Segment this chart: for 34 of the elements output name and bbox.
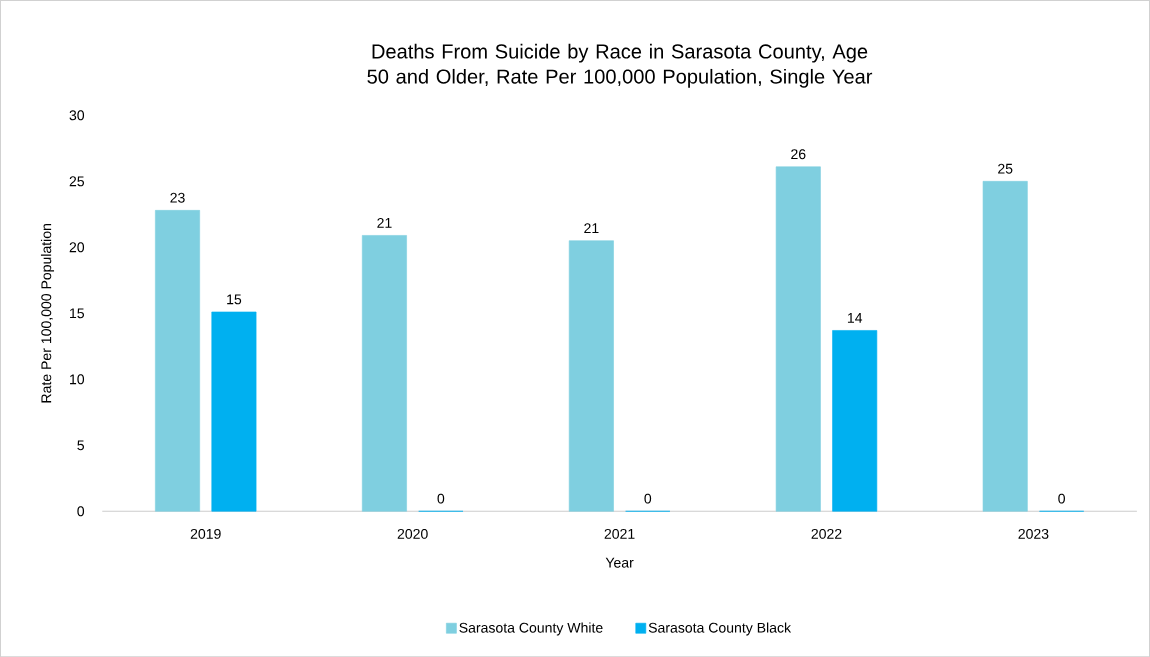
data-label: 0 bbox=[1058, 493, 1065, 504]
data-label: 21 bbox=[584, 223, 599, 233]
data-label: 0 bbox=[644, 493, 652, 504]
x-tick-label: 2023 bbox=[1018, 528, 1049, 539]
y-tick-label: 5 bbox=[77, 440, 85, 451]
bar bbox=[211, 311, 257, 512]
bar bbox=[832, 329, 878, 512]
x-tick-label: 2020 bbox=[397, 528, 428, 539]
y-tick-label: 10 bbox=[70, 374, 85, 385]
data-label: 15 bbox=[227, 294, 242, 305]
data-label: 23 bbox=[170, 192, 185, 203]
x-tick-label: 2021 bbox=[604, 528, 635, 539]
bar bbox=[982, 180, 1028, 512]
chart-title: Deaths From Suicide by Race in Sarasota County, Age 50 and Older, Rate Per 100,000 Population, Single Year bbox=[367, 43, 873, 88]
y-axis-title: Rate Per 100,000 Population bbox=[40, 223, 55, 403]
y-tick-label: 15 bbox=[70, 308, 85, 319]
data-label: 0 bbox=[437, 493, 445, 504]
y-tick-label: 0 bbox=[77, 506, 85, 517]
y-tick-label: 30 bbox=[69, 110, 85, 121]
x-axis-title: Year bbox=[605, 557, 634, 568]
data-label: 25 bbox=[998, 163, 1013, 174]
legend-label: Sarasota County White bbox=[459, 622, 603, 636]
x-tick-label: 2019 bbox=[190, 528, 221, 539]
bar bbox=[568, 240, 614, 512]
data-label: 26 bbox=[791, 149, 806, 159]
bar bbox=[775, 166, 821, 512]
y-tick-label: 20 bbox=[69, 242, 85, 253]
x-tick-label: 2022 bbox=[811, 528, 842, 539]
y-tick-label: 25 bbox=[69, 176, 85, 187]
legend-label: Sarasota County Black bbox=[648, 622, 792, 636]
bar bbox=[361, 234, 407, 512]
bar bbox=[155, 209, 200, 512]
data-label: 14 bbox=[847, 312, 863, 323]
data-label: 21 bbox=[377, 217, 392, 228]
